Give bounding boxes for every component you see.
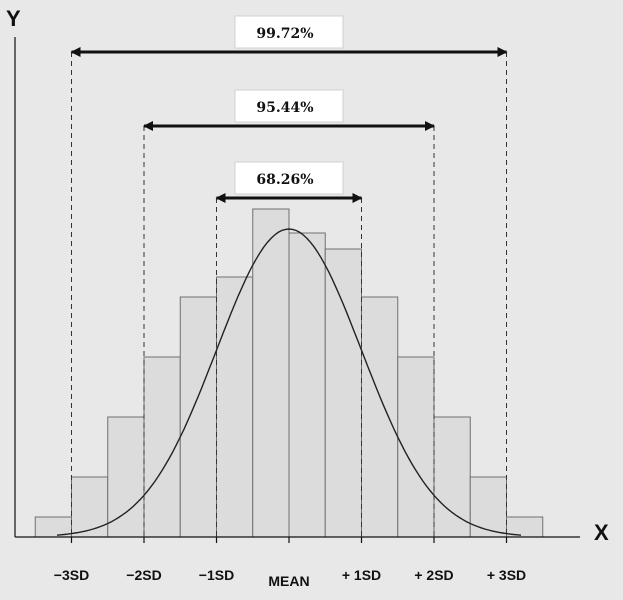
histogram-bar [107,416,145,538]
axes: Y X [6,6,609,545]
x-tick-labels: −3SD −2SD −1SD + 1SD + 2SD + 3SD [54,537,526,583]
histogram-bar [143,356,181,538]
interval-1: 68.26% [215,161,363,203]
interval-label-box [234,161,344,195]
interval-label: 68.26% [256,172,313,188]
x-tick-label: + 1SD [342,567,381,583]
sd-guide-lines [71,52,507,537]
interval-3: 99.72% [70,15,508,57]
histogram-bar [433,416,471,538]
x-tick-label: −1SD [199,567,234,583]
y-axis-title: Y [6,6,21,31]
normal-curve-layer [56,228,522,536]
interval-2: 95.44% [143,89,435,131]
histogram-bars [34,208,544,538]
x-tick-label: −2SD [126,567,161,583]
x-tick-label: + 3SD [487,567,526,583]
histogram-bar [324,248,362,538]
histogram-bar [397,356,435,538]
interval-label: 99.72% [256,26,313,42]
histogram-bar [179,296,217,538]
interval-label-box [234,15,344,49]
histogram-bar [469,476,507,538]
histogram-bar [216,276,254,538]
mean-label: MEAN [268,573,309,589]
interval-label: 95.44% [256,100,313,116]
sd-intervals: 68.26% 95.44% 99.72% [70,15,508,203]
histogram-bar [252,208,290,538]
histogram-bar [361,296,399,538]
histogram-bar [288,232,326,538]
normal-curve [56,228,522,536]
x-axis-title: X [594,520,609,545]
x-tick-label: −3SD [54,567,89,583]
x-tick-label: + 2SD [414,567,453,583]
interval-label-box [234,89,344,123]
histogram-bar [71,476,109,538]
